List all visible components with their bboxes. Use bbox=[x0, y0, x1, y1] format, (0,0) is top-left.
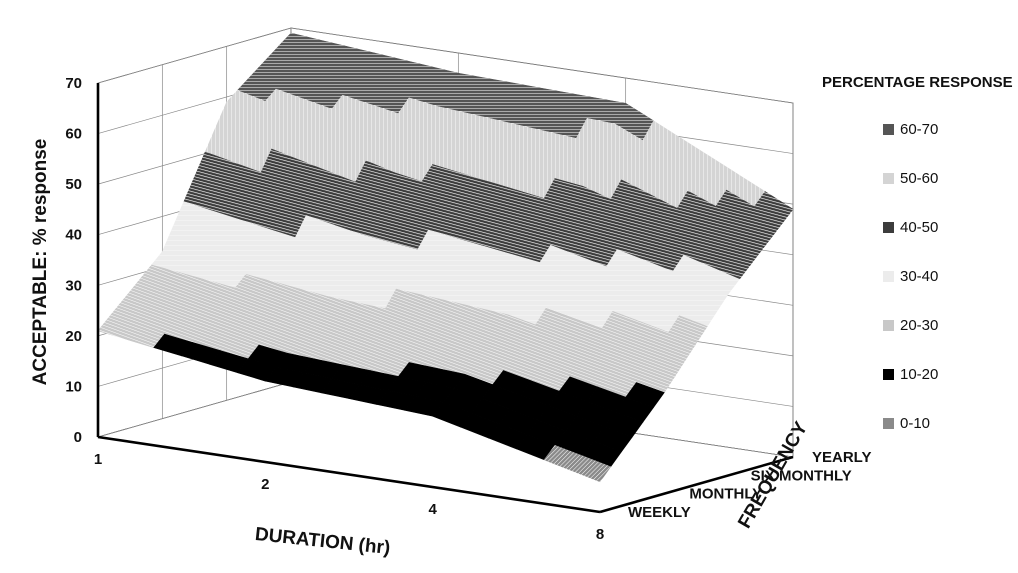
legend-item: 10-20 bbox=[822, 350, 1012, 399]
legend-title: PERCENTAGE RESPONSE bbox=[822, 74, 1013, 91]
y-tick-label: YEARLY bbox=[812, 449, 871, 466]
x-tick-label: 1 bbox=[94, 451, 102, 468]
z-tick-label: 30 bbox=[65, 277, 82, 294]
legend-swatch bbox=[883, 320, 894, 331]
x-axis-line bbox=[97, 435, 601, 514]
legend-swatch bbox=[883, 173, 894, 184]
legend-label: 60-70 bbox=[900, 121, 939, 138]
x-tick-label: 8 bbox=[596, 526, 604, 543]
legend-label: 20-30 bbox=[900, 317, 939, 334]
x-tick-label: 4 bbox=[428, 501, 437, 518]
z-tick-label: 0 bbox=[74, 429, 82, 446]
legend-item: 50-60 bbox=[822, 154, 1012, 203]
legend-swatch bbox=[883, 271, 894, 282]
legend-item: 60-70 bbox=[822, 105, 1012, 154]
legend-item: 30-40 bbox=[822, 252, 1012, 301]
z-tick-label: 40 bbox=[65, 227, 82, 244]
legend-swatch bbox=[883, 124, 894, 135]
legend-label: 50-60 bbox=[900, 170, 939, 187]
legend-label: 30-40 bbox=[900, 268, 939, 285]
surface-mesh bbox=[97, 32, 794, 483]
z-tick-label: 20 bbox=[65, 328, 82, 345]
legend-item: 40-50 bbox=[822, 203, 1012, 252]
legend-label: 0-10 bbox=[900, 415, 931, 432]
y-tick-label: SIX MONTHLY bbox=[751, 467, 852, 484]
z-tick-label: 60 bbox=[65, 126, 82, 143]
legend-item: 0-10 bbox=[822, 399, 1012, 448]
x-tick-label: 2 bbox=[261, 476, 269, 493]
legend-swatch bbox=[883, 369, 894, 380]
y-tick-label: WEEKLY bbox=[628, 504, 691, 521]
legend-items: 60-70 50-60 40-50 30-40 20-30 10-20 0-10 bbox=[822, 105, 1012, 448]
y-axis-line bbox=[599, 455, 794, 514]
surface-patch bbox=[571, 455, 612, 483]
z-axis-tick-labels: 0 10 20 30 40 50 60 70 bbox=[65, 75, 82, 446]
x-axis-tick-labels: 1 2 4 8 bbox=[94, 451, 604, 543]
legend: PERCENTAGE RESPONSE 60-70 50-60 40-50 30-40… bbox=[822, 74, 1013, 448]
z-tick-label: 50 bbox=[65, 176, 82, 193]
legend-label: 10-20 bbox=[900, 366, 939, 383]
z-axis-title: ACCEPTABLE: % response bbox=[30, 139, 51, 386]
y-tick-label: MONTHLY bbox=[689, 486, 762, 503]
chart-axes bbox=[96, 83, 794, 514]
legend-label: 40-50 bbox=[900, 219, 939, 236]
z-tick-label: 10 bbox=[65, 378, 82, 395]
legend-swatch bbox=[883, 222, 894, 233]
x-axis-title: DURATION (hr) bbox=[254, 524, 391, 559]
z-tick-label: 70 bbox=[65, 75, 82, 92]
legend-item: 20-30 bbox=[822, 301, 1012, 350]
legend-swatch bbox=[883, 418, 894, 429]
